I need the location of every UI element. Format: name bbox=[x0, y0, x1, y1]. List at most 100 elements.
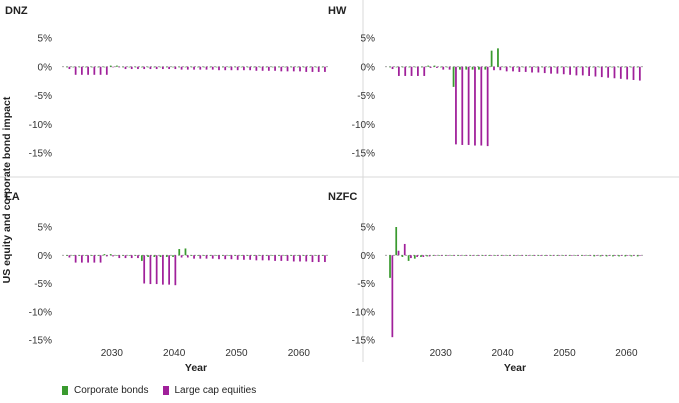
bar-large-cap-equities bbox=[80, 66, 83, 75]
bar-large-cap-equities bbox=[581, 66, 584, 76]
panel-dnz: DNZ 5% 0% -5% -10% -15% bbox=[5, 5, 330, 160]
x-tick-label: 2060 bbox=[615, 348, 638, 359]
bar-corporate-bonds bbox=[140, 66, 143, 68]
bar-corporate-bonds bbox=[535, 66, 537, 68]
bar-corporate-bonds bbox=[234, 66, 237, 68]
bar-large-cap-equities bbox=[505, 66, 508, 72]
bar-large-cap-equities bbox=[410, 66, 413, 76]
bar-large-cap-equities bbox=[515, 255, 518, 256]
bar-large-cap-equities bbox=[149, 255, 152, 285]
bar-corporate-bonds bbox=[401, 66, 404, 68]
bar-large-cap-equities bbox=[478, 255, 480, 256]
bar-corporate-bonds bbox=[228, 66, 230, 68]
bar-corporate-bonds bbox=[592, 66, 594, 68]
y-tick-label: -5% bbox=[357, 91, 375, 102]
bar-corporate-bonds bbox=[215, 255, 218, 256]
bar-corporate-bonds bbox=[234, 255, 237, 256]
y-tick-label: -10% bbox=[29, 307, 52, 318]
bar-corporate-bonds bbox=[636, 255, 639, 257]
bar-large-cap-equities bbox=[249, 255, 252, 260]
bar-large-cap-equities bbox=[459, 255, 462, 256]
bar-large-cap-equities bbox=[471, 255, 474, 256]
bar-corporate-bonds bbox=[509, 66, 512, 68]
bar-corporate-bonds bbox=[604, 66, 607, 68]
bar-large-cap-equities bbox=[224, 66, 227, 71]
bar-large-cap-equities bbox=[521, 255, 524, 256]
bar-corporate-bonds bbox=[630, 66, 633, 68]
bar-corporate-bonds bbox=[165, 255, 168, 257]
bar-large-cap-equities bbox=[588, 66, 591, 76]
bar-corporate-bonds bbox=[506, 255, 509, 256]
bar-large-cap-equities bbox=[230, 66, 233, 71]
bar-corporate-bonds bbox=[97, 66, 100, 68]
bar-large-cap-equities bbox=[461, 66, 464, 145]
bar-corporate-bonds bbox=[426, 255, 429, 257]
bar-large-cap-equities bbox=[422, 255, 425, 257]
bar-large-cap-equities bbox=[594, 66, 597, 77]
bar-large-cap-equities bbox=[68, 66, 71, 70]
bar-corporate-bonds bbox=[122, 255, 125, 256]
panel-title: NZFC bbox=[328, 191, 357, 203]
bar-large-cap-equities bbox=[410, 255, 412, 259]
bar-corporate-bonds bbox=[541, 66, 544, 68]
bar-corporate-bonds bbox=[284, 255, 287, 256]
bar-large-cap-equities bbox=[324, 255, 326, 263]
bar-large-cap-equities bbox=[311, 66, 314, 72]
bar-large-cap-equities bbox=[543, 66, 546, 74]
bar-large-cap-equities bbox=[571, 255, 573, 256]
bar-large-cap-equities bbox=[286, 66, 289, 72]
bar-corporate-bonds bbox=[203, 66, 206, 68]
bar-large-cap-equities bbox=[274, 255, 276, 261]
bar-corporate-bonds bbox=[147, 66, 149, 68]
bar-corporate-bonds bbox=[537, 255, 540, 256]
bar-large-cap-equities bbox=[575, 66, 578, 76]
bar-large-cap-equities bbox=[600, 66, 603, 78]
bar-large-cap-equities bbox=[614, 255, 617, 256]
x-tick-label: 2040 bbox=[163, 348, 186, 359]
bar-large-cap-equities bbox=[531, 66, 533, 73]
bar-corporate-bonds bbox=[78, 255, 81, 256]
bar-large-cap-equities bbox=[595, 255, 598, 256]
bar-corporate-bonds bbox=[598, 66, 601, 68]
bar-corporate-bonds bbox=[303, 66, 305, 68]
bar-large-cap-equities bbox=[186, 66, 189, 70]
bar-large-cap-equities bbox=[527, 255, 530, 256]
bar-large-cap-equities bbox=[155, 255, 158, 285]
bar-corporate-bonds bbox=[617, 66, 620, 68]
bar-corporate-bonds bbox=[190, 66, 193, 68]
bar-large-cap-equities bbox=[305, 255, 308, 262]
bar-corporate-bonds bbox=[265, 255, 268, 256]
bar-large-cap-equities bbox=[243, 66, 245, 71]
bar-corporate-bonds bbox=[463, 255, 466, 256]
bar-large-cap-equities bbox=[317, 255, 320, 263]
bar-corporate-bonds bbox=[581, 255, 583, 256]
y-tick-label: 5% bbox=[38, 223, 53, 234]
bar-corporate-bonds bbox=[290, 66, 293, 68]
bar-large-cap-equities bbox=[455, 66, 457, 145]
bar-corporate-bonds bbox=[612, 255, 614, 257]
bar-corporate-bonds bbox=[568, 255, 571, 256]
bar-corporate-bonds bbox=[512, 255, 515, 256]
bar-corporate-bonds bbox=[134, 66, 137, 68]
bar-corporate-bonds bbox=[253, 66, 255, 68]
legend-swatch-corporate-bonds bbox=[62, 386, 68, 395]
bar-large-cap-equities bbox=[632, 255, 635, 256]
bar-corporate-bonds bbox=[438, 255, 441, 256]
bar-corporate-bonds bbox=[72, 66, 75, 68]
bar-large-cap-equities bbox=[130, 66, 133, 70]
bar-large-cap-equities bbox=[112, 66, 114, 68]
bar-large-cap-equities bbox=[137, 255, 139, 259]
bar-corporate-bonds bbox=[246, 255, 249, 256]
y-tick-label: -10% bbox=[29, 120, 52, 131]
bar-corporate-bonds bbox=[215, 66, 218, 68]
legend-item-large-cap-equities: Large cap equities bbox=[162, 385, 256, 396]
bar-corporate-bonds bbox=[401, 255, 404, 257]
bar-large-cap-equities bbox=[496, 255, 499, 256]
bar-corporate-bonds bbox=[471, 66, 474, 70]
legend-item-corporate-bonds: Corporate bonds bbox=[62, 385, 149, 396]
bar-corporate-bonds bbox=[465, 66, 468, 70]
bar-corporate-bonds bbox=[147, 255, 149, 257]
bar-large-cap-equities bbox=[155, 66, 158, 70]
bar-corporate-bonds bbox=[451, 255, 453, 256]
bar-corporate-bonds bbox=[519, 255, 521, 256]
